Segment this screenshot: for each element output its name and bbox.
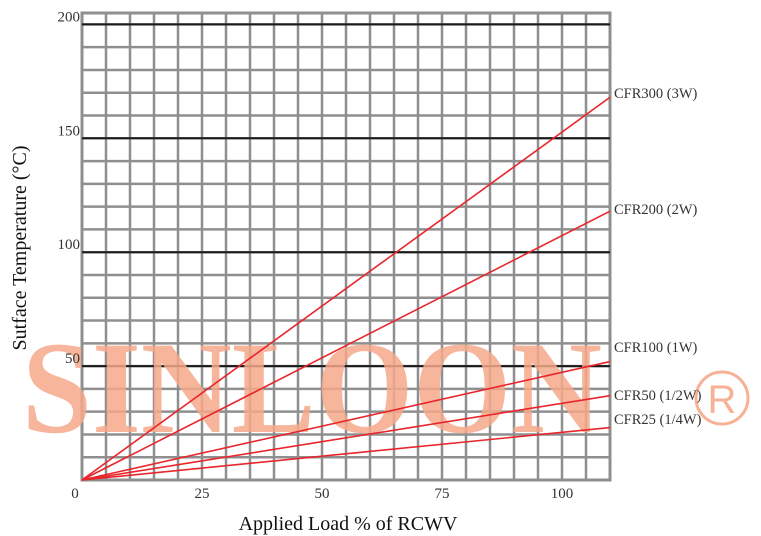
y-tick-label: 150 [58,123,81,139]
series-label: CFR100 (1W) [614,340,698,356]
y-tick-label: 200 [58,9,81,25]
x-tick-label: 50 [315,486,330,502]
x-tick-label: 100 [551,486,574,502]
series-label: CFR25 (1/4W) [614,412,702,428]
x-axis-title: Applied Load % of RCWV [239,513,458,535]
series-label: CFR50 (1/2W) [614,388,702,404]
series-labels: CFR300 (3W) CFR200 (2W) CFR100 (1W) CFR50 (… [614,86,702,428]
x-tick-label: 25 [195,486,210,502]
series-line [81,394,611,481]
series-lines [81,96,611,481]
registered-mark-letter: R [708,378,737,422]
x-tick-label: 75 [435,486,450,502]
grid-major [82,23,610,368]
series-label: CFR200 (2W) [614,202,698,218]
y-tick-labels: 50 100 150 200 [58,9,81,367]
x-tick-labels: 0 25 50 75 100 [71,486,573,502]
registered-mark-icon [694,370,750,426]
series-line [81,360,611,481]
y-tick-label: 50 [65,351,80,367]
series-line [81,426,611,481]
watermark-logo: SINLOON R [22,314,750,461]
x-tick-label: 0 [71,486,79,502]
series-label: CFR300 (3W) [614,86,698,102]
y-axis-title: Sutface Temperature (°C) [9,145,31,350]
series-line [81,210,611,481]
y-tick-label: 100 [58,237,81,253]
series-line [81,96,611,481]
watermark-text: SINLOON [22,314,602,461]
